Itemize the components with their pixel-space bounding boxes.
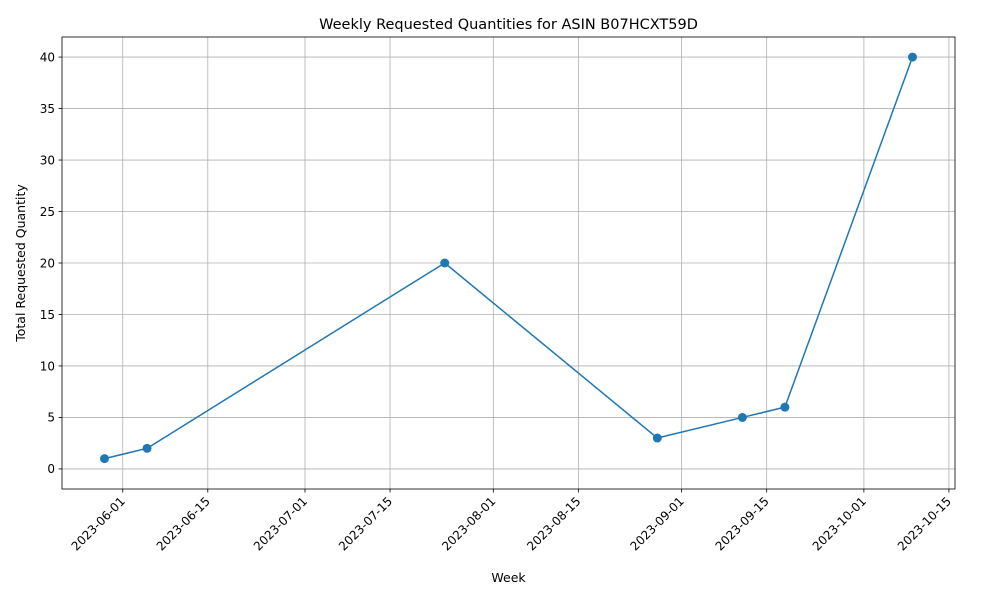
grid	[62, 37, 955, 489]
y-tick-label: 20	[40, 256, 55, 270]
y-tick-label: 40	[40, 50, 55, 64]
y-tick-label: 15	[40, 308, 55, 322]
y-tick-label: 10	[40, 359, 55, 373]
data-point	[100, 454, 110, 464]
data-point	[142, 443, 152, 453]
x-axis-label: Week	[491, 570, 526, 585]
data-point	[907, 52, 917, 62]
y-tick-label: 30	[40, 153, 55, 167]
data-point	[780, 402, 790, 412]
data-point	[652, 433, 662, 443]
y-tick-label: 35	[40, 102, 55, 116]
y-tick-label: 0	[47, 462, 55, 476]
series	[100, 52, 917, 464]
y-tick-label: 25	[40, 205, 55, 219]
y-tick-label: 5	[47, 411, 55, 425]
data-point	[737, 412, 747, 422]
chart-title: Weekly Requested Quantities for ASIN B07…	[319, 17, 698, 33]
data-point	[440, 258, 450, 268]
y-axis-label: Total Requested Quantity	[13, 184, 28, 343]
y-axis-ticks: 0 5 10 15 20 25 30 35 40	[40, 50, 62, 476]
